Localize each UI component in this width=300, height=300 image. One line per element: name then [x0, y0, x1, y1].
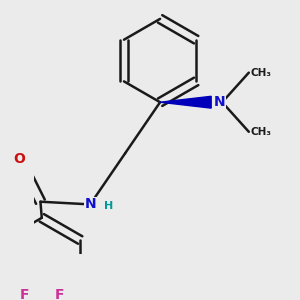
Polygon shape: [160, 96, 211, 108]
Text: H: H: [104, 201, 113, 211]
Text: F: F: [19, 288, 29, 300]
Text: CH₃: CH₃: [250, 127, 271, 137]
Text: F: F: [55, 288, 64, 300]
Text: O: O: [13, 152, 25, 166]
Text: N: N: [84, 197, 96, 212]
Text: CH₃: CH₃: [250, 68, 271, 78]
Text: N: N: [213, 95, 225, 109]
